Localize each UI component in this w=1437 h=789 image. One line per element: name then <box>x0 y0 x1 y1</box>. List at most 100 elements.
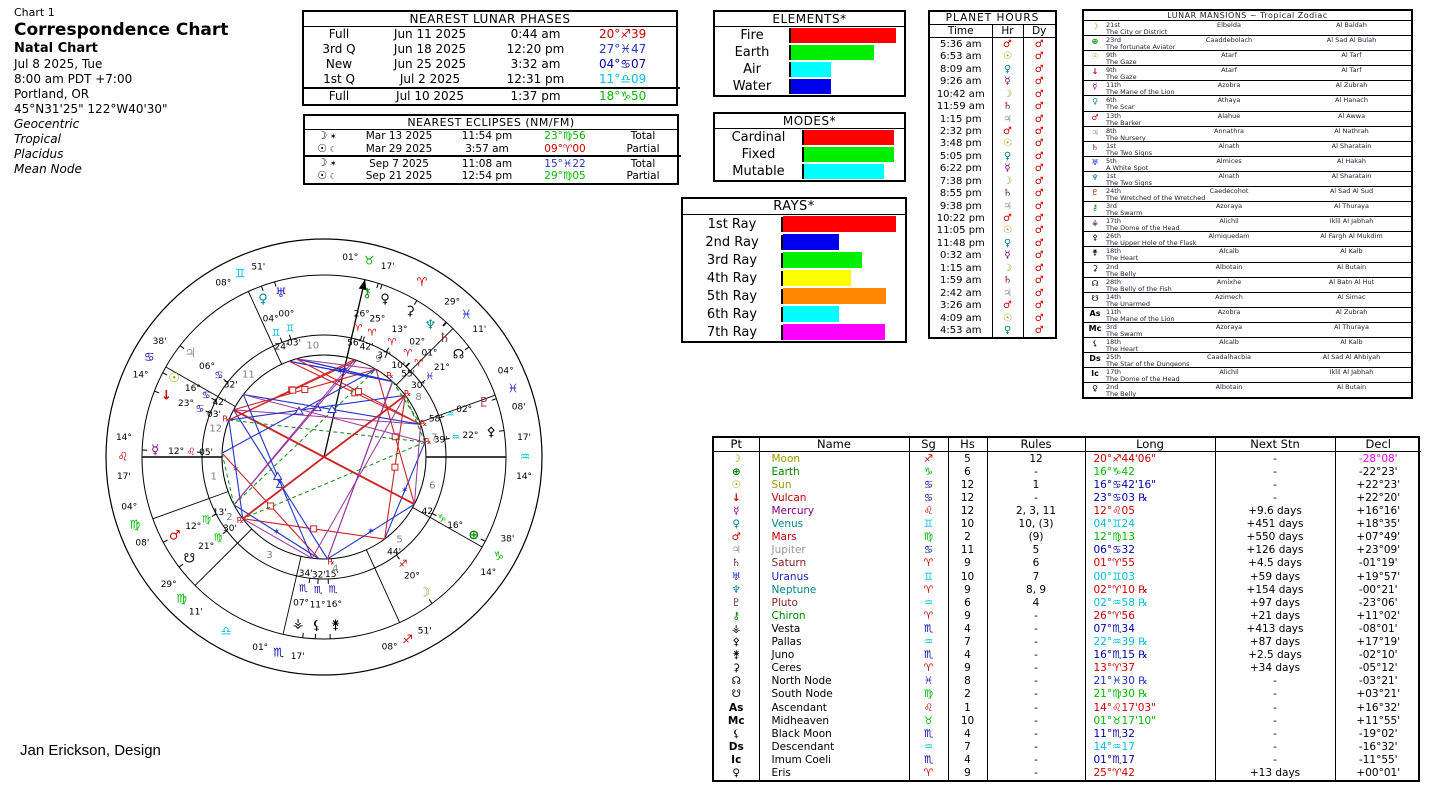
mansion-ordinal: 1st <box>1106 171 1117 180</box>
planet-longitude: 16°♑42 <box>1085 465 1216 479</box>
planet-name: Midheaven <box>759 714 910 728</box>
planet-glyph: ☿ <box>714 504 760 518</box>
planet-tick <box>491 398 497 401</box>
mansion-arabic-name: Al Kalb <box>1340 337 1363 346</box>
planet-hours-body: 5:36 am ♂ ♂ 6:53 am ☉ ♂ 8:09 am ♀ ♂ 9:26 am ☿ ♂ 10:4… <box>930 37 1055 337</box>
mansion-arabic-name: Al Kalb <box>1340 247 1363 256</box>
planet-tick <box>279 337 283 343</box>
planet-name: Descendant <box>759 740 910 754</box>
day-ruler-glyph: ♂ <box>1034 175 1044 187</box>
planet-declination: +11°55' <box>1356 714 1401 727</box>
elements-row: Air <box>715 61 904 78</box>
planet-hours-title: PLANET HOURS <box>930 12 1055 25</box>
cusp-minutes: 08' <box>135 539 149 549</box>
planet-rules: - <box>987 661 1086 675</box>
planet-name: Mars <box>759 530 910 544</box>
wheel-planet-minutes: 30' <box>411 381 425 391</box>
eclipse-icons: ☉ ☾ <box>305 143 349 157</box>
mansion-row: Ic 17th Alichil Iklil Al Jabhah The Dome of … <box>1084 368 1411 384</box>
cusp-line-5 <box>365 549 401 623</box>
rays-label: 6th Ray <box>683 306 783 322</box>
planet-sign: ♏ <box>909 622 949 636</box>
eclipse-date: Sep 21 2025 <box>365 170 433 183</box>
wheel-planet-glyph: ⊕ <box>468 528 479 543</box>
planet-declination: -01°19' <box>1358 557 1398 570</box>
elements-barzone <box>791 27 904 44</box>
planet-table: Pt Name Sg Hs Rules Long Next Stn Decl ☽ Moon ♐ 5 1… <box>714 438 1421 780</box>
modes-bar <box>804 147 894 162</box>
wheel-planet-degree: 16° <box>326 600 342 610</box>
modes-label: Mutable <box>715 164 804 179</box>
hour-ruler-glyph: ♂ <box>992 125 1024 138</box>
planet-declination: -22°23' <box>1358 465 1398 478</box>
wheel-retrograde-mark: ℞ <box>237 516 244 525</box>
phase-time: 0:44 am <box>510 27 561 41</box>
mansion-planet-glyph: ⚷ <box>1092 203 1098 213</box>
mansion-planet-glyph: ⊕ <box>1091 37 1099 47</box>
day-ruler-glyph: ♂ <box>1034 250 1044 262</box>
planet-tick <box>464 346 470 351</box>
mansion-name: Athaya <box>1217 96 1241 105</box>
rays-row: 2nd Ray <box>683 233 905 251</box>
planet-rules: 2, 3, 11 <box>987 504 1086 518</box>
cusp-line-4 <box>282 556 302 635</box>
planet-next-station: +413 days <box>1215 622 1336 636</box>
mansion-ordinal: 6th <box>1106 96 1117 105</box>
wheel-planet-glyph: ↓ <box>161 388 172 403</box>
hour-ruler-glyph: ☿ <box>992 249 1024 263</box>
planet-next-station: +4.5 days <box>1215 556 1336 571</box>
eclipse-icons: ☽ ✶ <box>305 130 349 143</box>
planet-tick <box>480 538 486 542</box>
mansion-name: Caaddebolach <box>1205 36 1253 45</box>
square-aspect-icon <box>310 525 318 533</box>
mansion-arabic-name: Al Tarf <box>1341 51 1362 60</box>
wheel-planet-degree: 02° <box>409 338 425 348</box>
planet-hours-table: Time Hr Dy 5:36 am ♂ ♂ 6:53 am ☉ ♂ 8:09 am ♀ ♂ 9:… <box>930 25 1055 337</box>
wheel-planet-sign: ♊ <box>286 323 295 334</box>
planet-row: ⚶ Vesta ♏ 4-07°♏34 +413 days -08°01' <box>714 622 1421 636</box>
planet-col-sg: Sg <box>909 438 949 453</box>
planet-rules: 4 <box>987 596 1086 610</box>
mansion-name: Atarf <box>1221 51 1237 60</box>
wheel-planet-sign: ♐ <box>399 559 408 570</box>
planet-name: Pluto <box>759 596 910 610</box>
planet-hour-row: 11:05 pm ☉ ♂ <box>930 225 1055 238</box>
mansion-description: The Nursery <box>1106 133 1146 142</box>
phase-position: 27°♓47 <box>599 42 647 56</box>
hour-time: 4:09 am <box>930 312 993 325</box>
rays-bar <box>783 288 886 304</box>
mansion-arabic-name: Al Fargh Al Mukdim <box>1320 232 1383 241</box>
wheel-planet-sign: ♓ <box>425 372 434 383</box>
mansion-arabic-name: Al Sad Al Bulah <box>1326 36 1377 45</box>
planet-row: Ds Descendant ♒ 7-14°♒17- -16°32' <box>714 740 1421 754</box>
day-ruler-glyph: ♂ <box>1034 312 1044 324</box>
mansion-description: The Dome of the Head <box>1106 224 1180 233</box>
wheel-planet-sign: ♈ <box>403 349 412 360</box>
planet-declination: +23°09' <box>1356 544 1401 557</box>
planet-tick <box>162 539 168 543</box>
wheel-planet-minutes: 03' <box>207 410 221 420</box>
day-ruler-glyph: ♂ <box>1034 38 1044 50</box>
planet-sign: ♋ <box>909 543 949 557</box>
elements-barzone <box>791 61 904 78</box>
hour-ruler-glyph: ♀ <box>992 237 1024 250</box>
cusp-sign-glyph: ♉ <box>364 254 375 268</box>
planet-tick <box>223 378 228 383</box>
planet-row: ↓ Vulcan ♋ 12-23°♋03 ℞ - +22°20' <box>714 491 1421 505</box>
mansion-arabic-name: Al Sharatain <box>1331 171 1372 180</box>
planet-longitude: 16°♏15 ℞ <box>1085 648 1216 662</box>
wheel-planet-degree: 06° <box>199 362 215 372</box>
planet-glyph: Ic <box>714 753 760 767</box>
wheel-planet-degree: 21° <box>198 542 214 552</box>
hour-time: 11:05 pm <box>930 225 993 238</box>
elements-label: Fire <box>715 28 791 43</box>
wheel-planet-degree: 12° <box>168 447 184 457</box>
mansion-name: Alcalb <box>1219 337 1239 346</box>
planet-row: ♅ Uranus ♊ 10 7 00°♊03 +59 days +19°57' <box>714 570 1421 584</box>
hour-time: 9:38 pm <box>930 200 993 213</box>
eclipse-type: Total <box>630 130 656 143</box>
planet-declination: +07°49' <box>1356 531 1401 544</box>
square-aspect-icon <box>301 386 309 394</box>
planet-col-decl: Decl <box>1335 438 1421 453</box>
mansion-ordinal: 5th <box>1106 156 1117 165</box>
